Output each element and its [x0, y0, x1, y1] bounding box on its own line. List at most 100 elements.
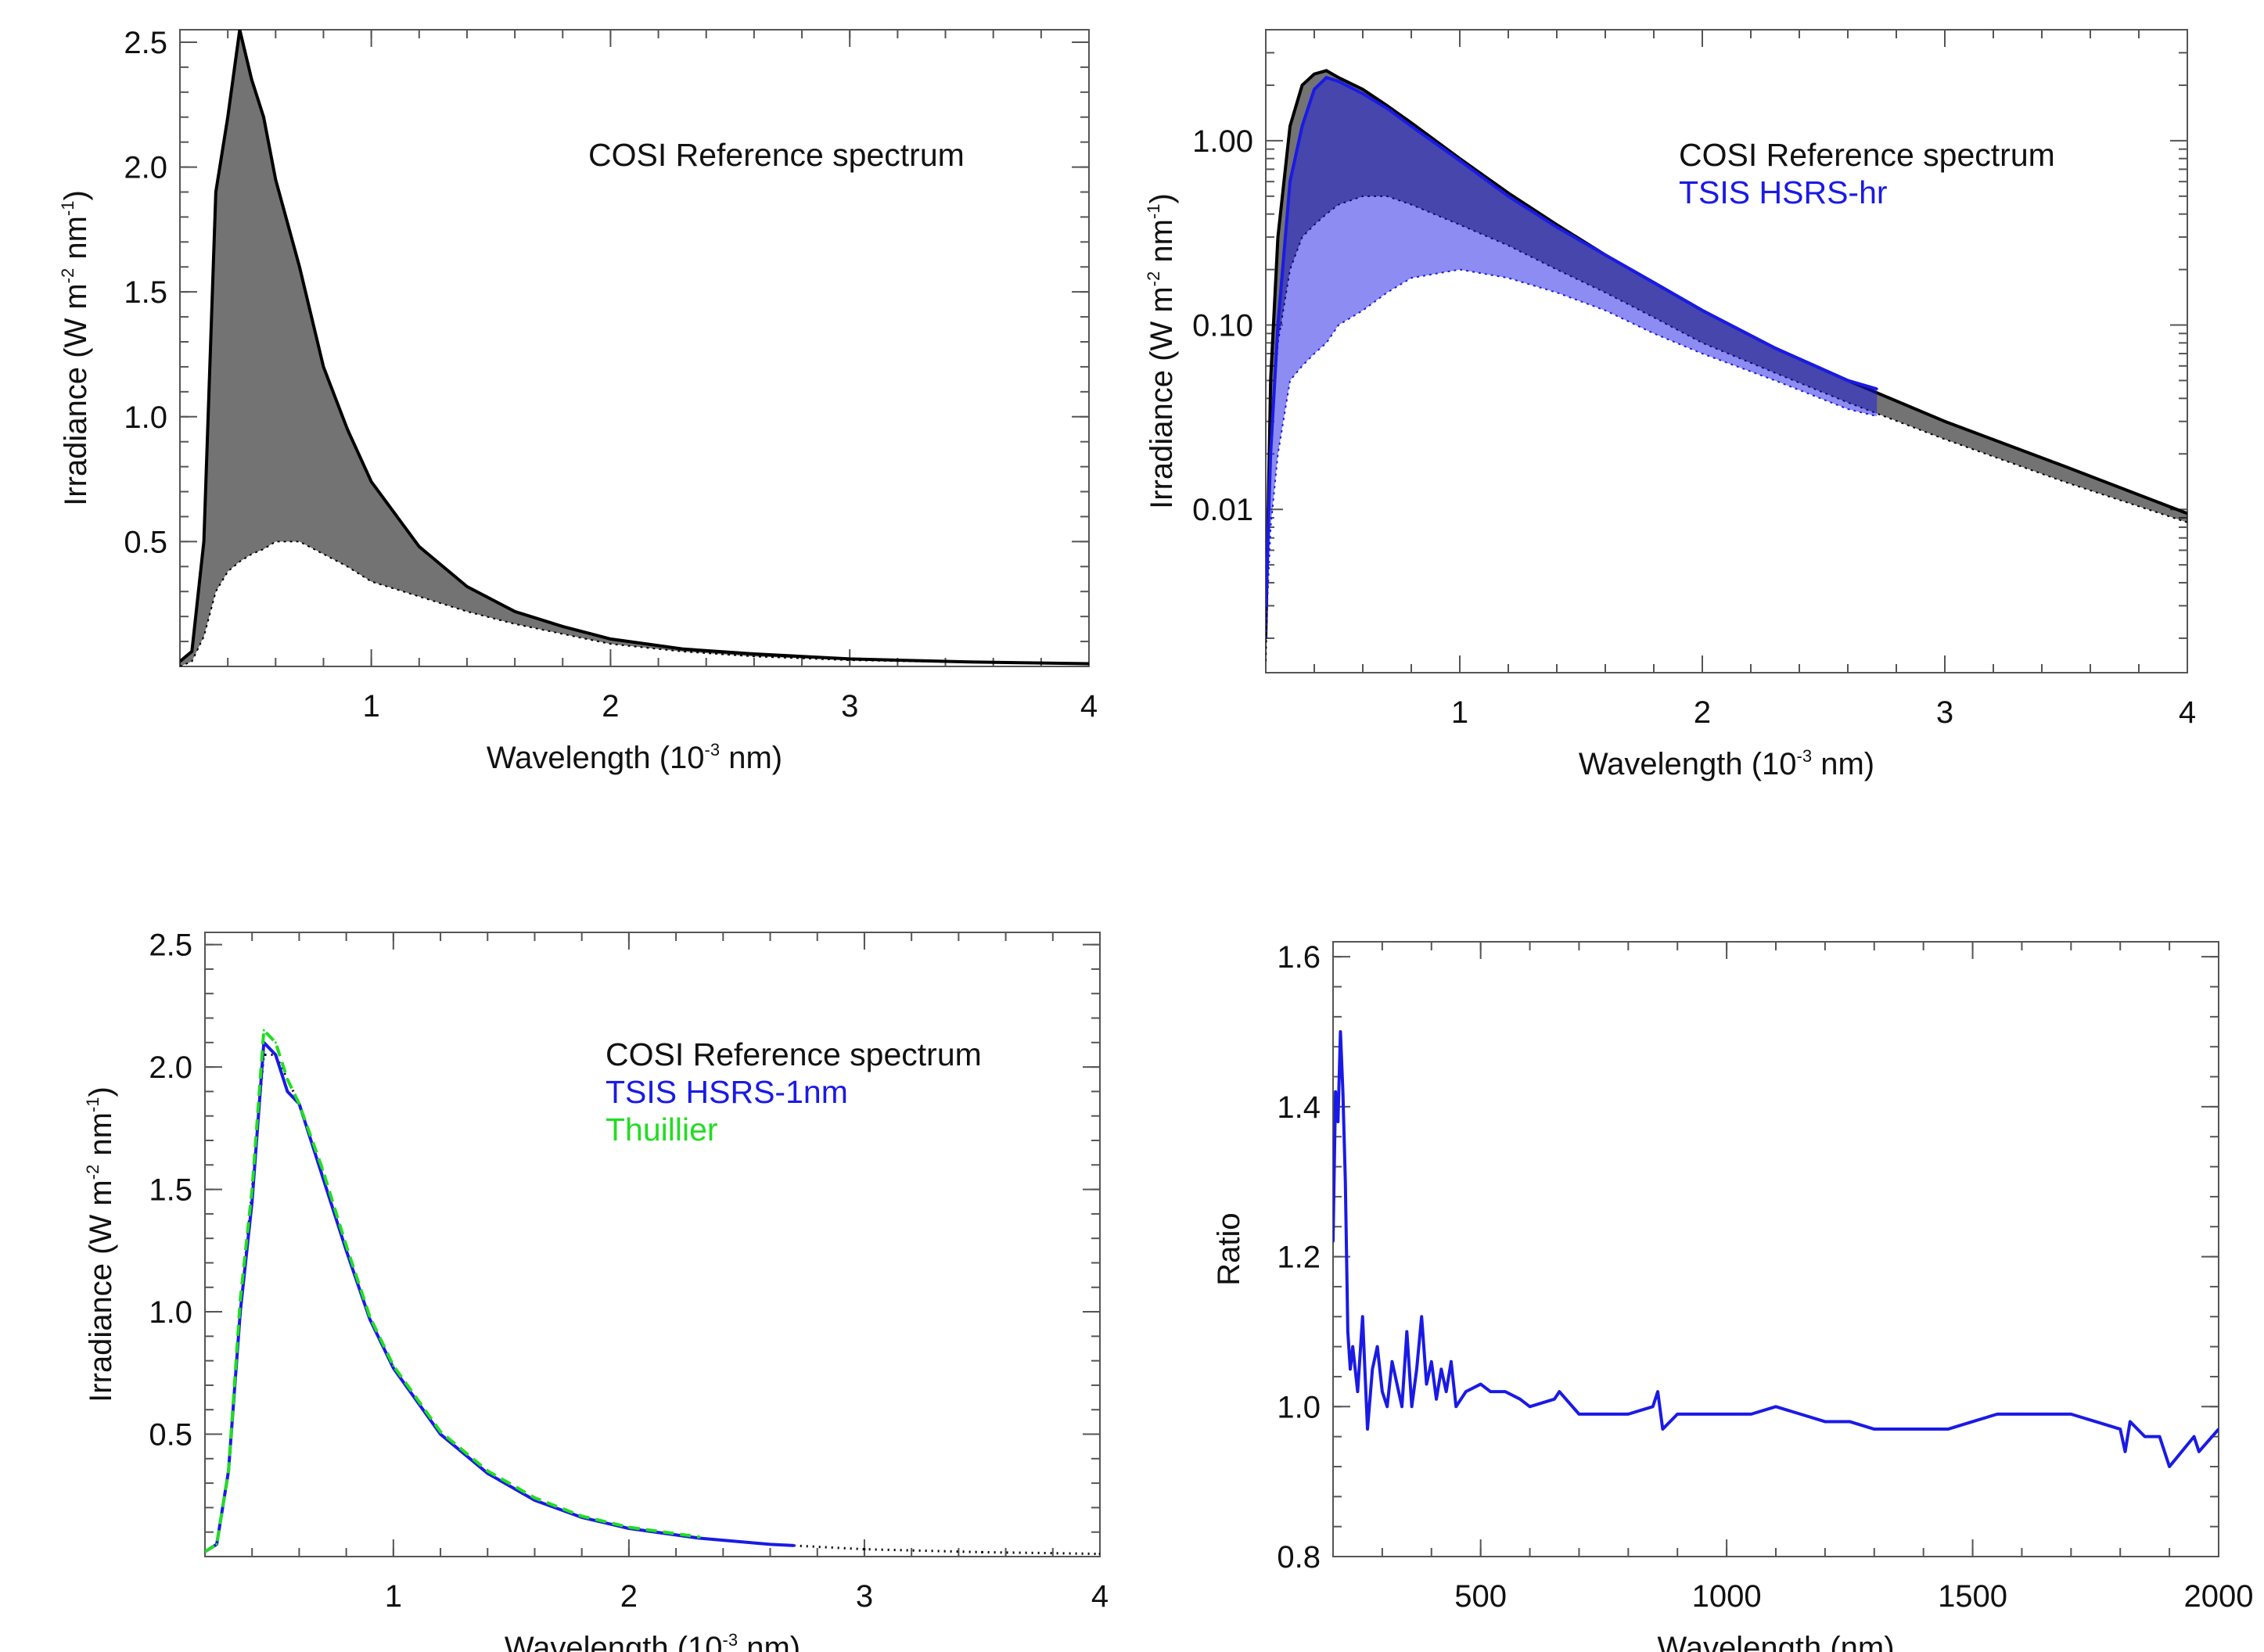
y-tick-label: 1.5: [124, 275, 167, 310]
series-ratio-point: [1435, 1398, 1438, 1401]
series-ratio-point: [1661, 1428, 1664, 1431]
series-ratio-point: [1996, 1413, 1999, 1416]
series-ratio-point: [1361, 1315, 1364, 1318]
series-ratio-point: [1824, 1420, 1827, 1423]
legend-entry: COSI Reference spectrum: [606, 1036, 982, 1072]
y-tick-label: 0.5: [149, 1418, 192, 1453]
series-tsis-hsrs-hr-point: [1277, 324, 1279, 327]
series-cosi-reference-spectrum-point: [190, 650, 193, 653]
series-ratio-point: [1336, 1120, 1339, 1123]
plot-frame: [1265, 29, 2188, 673]
series-ratio-point: [1489, 1390, 1492, 1393]
series-tsis-hsrs-hr-point: [1361, 92, 1364, 95]
x-tick-label: 4: [1091, 1579, 1109, 1614]
series-ratio-point: [1464, 1390, 1468, 1393]
series-ratio-point: [1396, 1383, 1399, 1386]
series-thuillier-point: [227, 1469, 230, 1472]
x-tick-label: 500: [1454, 1579, 1507, 1614]
series-cosi-reference-spectrum-point: [1943, 420, 1946, 423]
series-tsis-hsrs-hr-band: [1266, 77, 1878, 638]
y-tick-label: 1.2: [1277, 1241, 1321, 1275]
series-thuillier-point: [345, 1244, 348, 1248]
series-ratio-point: [1381, 1390, 1384, 1393]
series-tsis-hsrs-hr-point: [1301, 124, 1303, 127]
series-cosi-reference-spectrum-point: [1269, 379, 1272, 382]
series-cosi-reference-spectrum-point: [262, 116, 265, 119]
plot-area: [205, 1029, 1100, 1556]
series-ratio-point: [1405, 1330, 1408, 1333]
series-cosi-reference-spectrum-point: [980, 1550, 983, 1553]
series-ratio-point: [2217, 1428, 2219, 1431]
series-thuillier-point: [274, 1041, 277, 1044]
series-ratio-point: [1445, 1390, 1448, 1393]
y-tick-label: 1.4: [1277, 1090, 1321, 1125]
x-tick-label: 2: [620, 1579, 638, 1614]
series-tsis-hsrs-hr-point: [1458, 159, 1461, 162]
series-ratio-point: [2168, 1465, 2171, 1468]
series-thuillier-point: [297, 1102, 300, 1105]
series-cosi-reference-spectrum-point: [346, 428, 349, 431]
series-ratio-point: [1577, 1413, 1580, 1416]
series-ratio-point: [1344, 1180, 1347, 1183]
series-thuillier-point: [486, 1469, 489, 1472]
legend-entry: Thuillier: [606, 1112, 718, 1147]
y-tick-label: 1.0: [149, 1295, 192, 1330]
series-thuillier-point: [215, 1542, 218, 1546]
series-ratio-point: [1922, 1428, 1925, 1431]
series-cosi-reference-spectrum-point: [1361, 88, 1364, 91]
series-tsis-hsrs-hr-lower: [1266, 268, 1878, 638]
series-ratio-point: [1701, 1413, 1704, 1416]
series-tsis-hsrs-hr-point: [1846, 379, 1849, 382]
y-tick-label: 0.01: [1192, 493, 1253, 527]
series-tsis-hsrs-hr-point: [1337, 80, 1340, 83]
series-cosi-reference-spectrum-point: [322, 365, 325, 368]
series-ratio-point: [1725, 1413, 1728, 1416]
series-cosi-reference-spectrum-point: [561, 625, 564, 628]
series-cosi-reference-spectrum-point: [1277, 235, 1279, 239]
series-thuillier-point: [580, 1514, 584, 1517]
series-ratio-point: [1376, 1345, 1379, 1349]
series-cosi-reference-spectrum-point: [1098, 1553, 1100, 1556]
series-cosi-reference-spectrum-point: [1325, 69, 1328, 72]
series-ratio-point: [1553, 1398, 1556, 1401]
x-tick-label: 1: [1451, 695, 1468, 730]
panel-bottom-right-ratio: 500 1000 1500 2000 0.8 1.0 1.2 1.4 1.6 Wavelength…: [1212, 940, 2253, 1652]
series-ratio-point: [1450, 1360, 1453, 1363]
series-ratio-point: [2144, 1435, 2147, 1438]
x-tick-label: 1500: [1938, 1579, 2007, 1614]
series-ratio-point: [1439, 1367, 1443, 1370]
plot-frame: [179, 29, 1090, 667]
y-axis-title: Irradiance (W m-2 nm-1): [58, 190, 93, 506]
series-ratio-point: [2118, 1428, 2122, 1431]
series-ratio-point: [1425, 1383, 1428, 1386]
series-cosi-reference-spectrum-point: [238, 30, 241, 31]
series-ratio-point: [1342, 1090, 1345, 1094]
series-ratio-point: [1334, 1090, 1337, 1094]
series-cosi-reference-spectrum-point: [753, 652, 756, 655]
legend-entry: TSIS HSRS-hr: [1679, 174, 1888, 210]
y-tick-label: 1.5: [149, 1173, 192, 1208]
series-ratio-point: [2045, 1413, 2048, 1416]
series-thuillier-point: [205, 1550, 207, 1553]
series-ratio-point: [1339, 1030, 1342, 1033]
x-tick-label: 3: [856, 1579, 873, 1614]
series-cosi-reference-spectrum-point: [1087, 662, 1089, 665]
y-tick-label: 1.00: [1192, 124, 1253, 159]
series-ratio-point: [1518, 1398, 1522, 1401]
series-cosi-reference-spectrum-point: [1313, 73, 1316, 76]
series-thuillier-point: [250, 1188, 253, 1191]
series-ratio-point: [2129, 1420, 2132, 1423]
series-ratio-point: [2094, 1420, 2097, 1423]
panel-top-right-log-spectrum: 1 2 3 4 0.01 0.10 1.00 Wavelength (10-3 nm) Irra…: [1144, 29, 2196, 781]
series-tsis-hsrs-hr-point: [1555, 225, 1558, 228]
series-cosi-reference-spectrum-point: [863, 1548, 866, 1551]
series-thuillier-point: [322, 1169, 325, 1172]
series-ratio-point: [1400, 1405, 1403, 1408]
y-axis-title: Irradiance (W m-2 nm-1): [83, 1086, 118, 1402]
x-tick-label: 4: [2179, 695, 2196, 730]
series-ratio-point: [2193, 1435, 2196, 1438]
series-thuillier-point: [698, 1535, 701, 1539]
series-thuillier-point: [368, 1315, 372, 1318]
series-ratio-point: [1333, 1240, 1335, 1243]
series-ratio-point: [1356, 1390, 1359, 1393]
